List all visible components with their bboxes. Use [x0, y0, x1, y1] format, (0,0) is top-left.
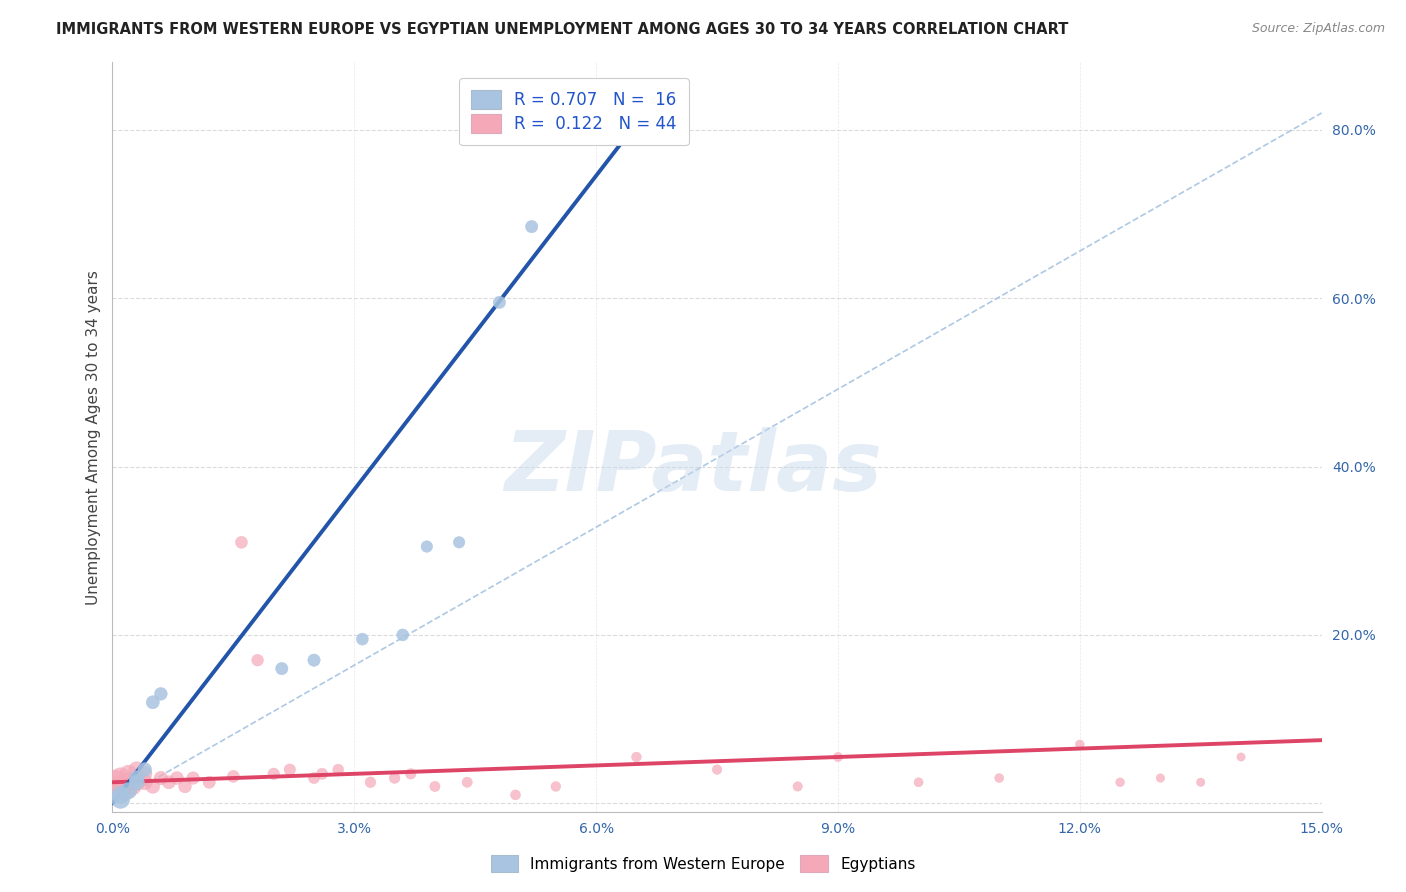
- Point: [706, 763, 728, 777]
- Point: [117, 783, 139, 797]
- Point: [263, 767, 285, 781]
- Point: [134, 767, 156, 781]
- Point: [626, 750, 648, 764]
- Point: [827, 750, 849, 764]
- Point: [222, 769, 245, 783]
- Point: [246, 653, 269, 667]
- Point: [907, 775, 929, 789]
- Point: [520, 219, 543, 234]
- Point: [121, 780, 143, 794]
- Point: [1230, 750, 1253, 764]
- Legend: Immigrants from Western Europe, Egyptians: Immigrants from Western Europe, Egyptian…: [482, 847, 924, 880]
- Point: [416, 540, 439, 554]
- Point: [142, 780, 165, 794]
- Point: [270, 662, 292, 676]
- Point: [1109, 775, 1132, 789]
- Point: [302, 653, 325, 667]
- Point: [786, 780, 808, 794]
- Point: [134, 775, 156, 789]
- Point: [328, 763, 350, 777]
- Point: [384, 771, 406, 785]
- Text: ZIPatlas: ZIPatlas: [503, 426, 882, 508]
- Point: [174, 780, 197, 794]
- Point: [110, 788, 132, 802]
- Point: [134, 763, 156, 777]
- Point: [105, 775, 128, 789]
- Point: [359, 775, 381, 789]
- Point: [166, 771, 188, 785]
- Point: [1149, 771, 1171, 785]
- Point: [1189, 775, 1212, 789]
- Point: [423, 780, 446, 794]
- Point: [488, 295, 510, 310]
- Point: [117, 775, 139, 789]
- Point: [456, 775, 478, 789]
- Point: [391, 628, 413, 642]
- Point: [311, 767, 333, 781]
- Point: [302, 771, 325, 785]
- Point: [1069, 737, 1091, 751]
- Point: [505, 788, 527, 802]
- Y-axis label: Unemployment Among Ages 30 to 34 years: Unemployment Among Ages 30 to 34 years: [86, 269, 101, 605]
- Text: Source: ZipAtlas.com: Source: ZipAtlas.com: [1251, 22, 1385, 36]
- Point: [142, 695, 165, 709]
- Point: [544, 780, 567, 794]
- Point: [125, 763, 148, 777]
- Point: [399, 767, 422, 781]
- Point: [110, 792, 132, 806]
- Point: [125, 775, 148, 789]
- Point: [110, 771, 132, 785]
- Point: [125, 775, 148, 789]
- Point: [231, 535, 253, 549]
- Point: [114, 783, 136, 797]
- Point: [117, 767, 139, 781]
- Point: [198, 775, 221, 789]
- Point: [157, 775, 180, 789]
- Text: IMMIGRANTS FROM WESTERN EUROPE VS EGYPTIAN UNEMPLOYMENT AMONG AGES 30 TO 34 YEAR: IMMIGRANTS FROM WESTERN EUROPE VS EGYPTI…: [56, 22, 1069, 37]
- Point: [449, 535, 471, 549]
- Point: [125, 771, 148, 785]
- Point: [110, 780, 132, 794]
- Legend: R = 0.707   N =  16, R =  0.122   N = 44: R = 0.707 N = 16, R = 0.122 N = 44: [460, 78, 689, 145]
- Point: [149, 687, 172, 701]
- Point: [181, 771, 204, 785]
- Point: [278, 763, 301, 777]
- Point: [352, 632, 374, 647]
- Point: [988, 771, 1011, 785]
- Point: [149, 771, 172, 785]
